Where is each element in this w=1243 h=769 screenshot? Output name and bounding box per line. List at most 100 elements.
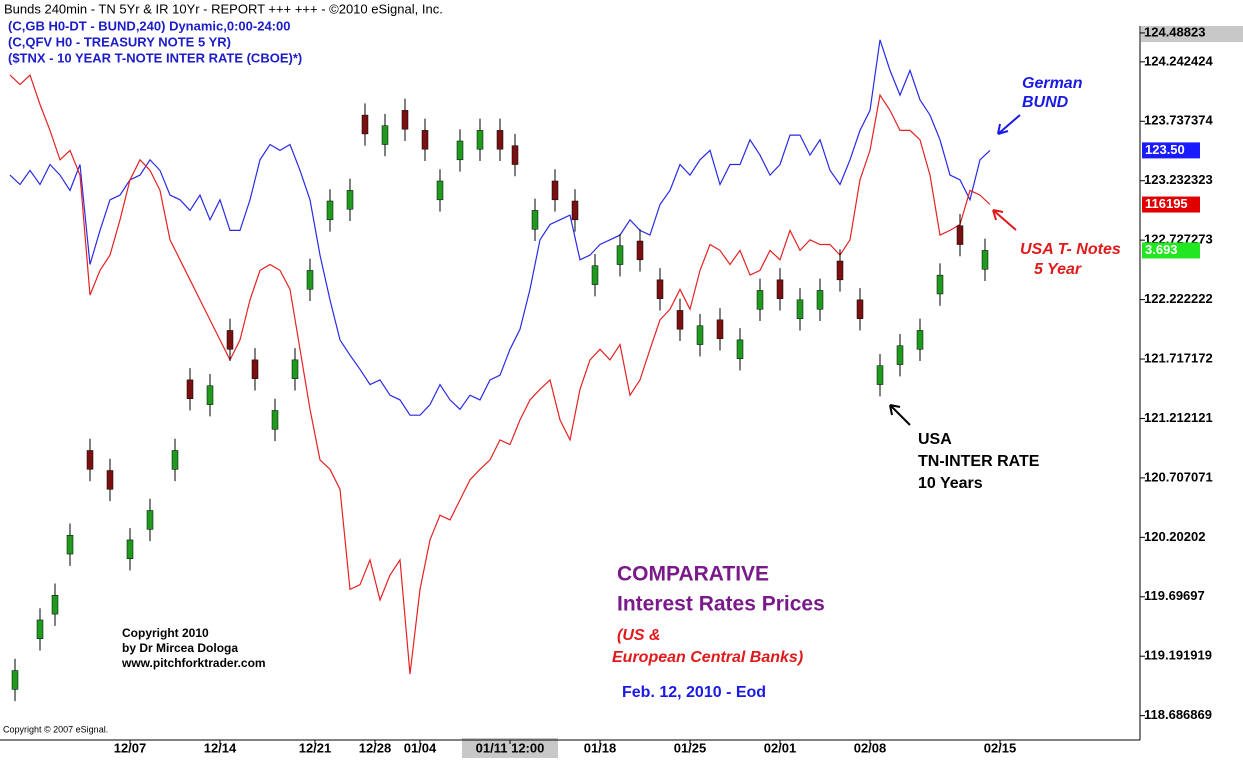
- candle-body: [956, 225, 964, 245]
- price-badge-label: 116195: [1145, 196, 1188, 211]
- candle-body: [936, 274, 944, 295]
- candle-body: [571, 200, 579, 221]
- top-price-bg: [1141, 26, 1243, 42]
- candle-body: [126, 539, 134, 560]
- x-tick-label: 02/08: [854, 740, 887, 755]
- candle-body: [381, 125, 389, 145]
- candle-body: [896, 345, 904, 365]
- candle-body: [511, 145, 519, 165]
- candle-body: [421, 130, 429, 150]
- candle-body: [776, 279, 784, 299]
- candle-body: [171, 450, 179, 470]
- y-tick-label: 124.242424: [1144, 53, 1213, 68]
- candle-body: [756, 290, 764, 310]
- candle-body: [696, 325, 704, 345]
- legend-entry: ($TNX - 10 YEAR T-NOTE INTER RATE (CBOE)…: [8, 50, 302, 65]
- series-line: [9, 39, 991, 416]
- annotation: 10 Years: [918, 475, 983, 492]
- candle-body: [836, 260, 844, 281]
- price-badge-label: 3.693: [1145, 242, 1178, 257]
- price-badge: [1142, 196, 1200, 213]
- arrow: [997, 114, 1021, 135]
- candle-body: [36, 619, 44, 640]
- y-tick-label: 119.191919: [1144, 648, 1212, 663]
- x-tick-label: 12/14: [204, 740, 237, 755]
- candle-body: [66, 534, 74, 555]
- series-line: [9, 74, 991, 675]
- candle-body: [86, 450, 94, 470]
- annotation: 5 Year: [1034, 261, 1082, 278]
- candle-body: [11, 670, 19, 690]
- candle-body: [326, 200, 334, 221]
- candle-body: [306, 270, 314, 290]
- arrow: [889, 404, 911, 426]
- y-tick-label: 118.686869: [1144, 707, 1212, 722]
- candle-body: [206, 385, 214, 405]
- annotation: COMPARATIVE: [617, 563, 769, 586]
- candle-body: [796, 299, 804, 319]
- x-tick-label: 12/07: [114, 740, 147, 755]
- y-tick-label: 122.222222: [1144, 291, 1213, 306]
- annotation: TN-INTER RATE: [918, 453, 1040, 470]
- candle-body: [716, 319, 724, 339]
- candle-body: [361, 114, 369, 135]
- candle-body: [616, 245, 624, 265]
- candle-body: [531, 210, 539, 230]
- candle-body: [106, 470, 114, 490]
- annotation: USA: [918, 431, 952, 448]
- candle-body: [876, 365, 884, 385]
- candle-body: [146, 510, 154, 530]
- candle-body: [476, 130, 484, 150]
- plot-area: [9, 39, 991, 702]
- candle-body: [856, 299, 864, 319]
- y-tick-label: 124.48823: [1144, 24, 1205, 39]
- candle-body: [496, 130, 504, 150]
- x-tick-label: 01/11 12:00: [476, 740, 545, 755]
- annotation: German: [1022, 75, 1083, 92]
- candle-body: [291, 359, 299, 379]
- candle-body: [676, 310, 684, 330]
- y-tick-label: 121.212121: [1144, 410, 1213, 425]
- annotation: Interest Rates Prices: [617, 593, 825, 616]
- candle-body: [816, 290, 824, 310]
- candle-body: [186, 379, 194, 399]
- annotation: BUND: [1022, 94, 1069, 111]
- x-tick-label: 01/18: [584, 740, 617, 755]
- annotation: Copyright © 2007 eSignal.: [3, 724, 108, 734]
- annotation: www.pitchforktrader.com: [121, 656, 266, 670]
- price-badge-label: 123.50: [1145, 142, 1185, 157]
- header: Bunds 240min - TN 5Yr & IR 10Yr - REPORT…: [4, 1, 443, 16]
- candle-body: [736, 339, 744, 359]
- x-tick-label: 12/21: [299, 740, 332, 755]
- candle-body: [251, 359, 259, 379]
- candle-body: [456, 140, 464, 161]
- y-tick-label: 123.232323: [1144, 172, 1213, 187]
- x-tick-label: 02/15: [984, 740, 1017, 755]
- y-tick-label: 121.717172: [1144, 350, 1213, 365]
- x-tick-label: 01/25: [674, 740, 707, 755]
- candle-body: [51, 594, 59, 615]
- y-tick-label: 120.707071: [1144, 469, 1213, 484]
- x-tick-label: 02/01: [764, 740, 797, 755]
- annotation: by Dr Mircea Dologa: [122, 641, 238, 655]
- cursor-label-bg: [462, 738, 558, 758]
- candle-body: [551, 180, 559, 201]
- candle-body: [916, 330, 924, 350]
- candle-body: [346, 190, 354, 210]
- candle-body: [591, 265, 599, 285]
- annotation: Copyright 2010: [122, 626, 209, 640]
- candle-body: [271, 410, 279, 430]
- y-tick-label: 119.69697: [1144, 588, 1205, 603]
- y-tick-label: 120.20202: [1144, 529, 1205, 544]
- arrow: [992, 209, 1017, 231]
- candle-body: [656, 279, 664, 299]
- legend-entry: (C,QFV H0 - TREASURY NOTE 5 YR): [8, 34, 231, 49]
- annotation: Feb. 12, 2010 - Eod: [622, 684, 766, 701]
- annotation: European Central Banks): [612, 649, 803, 666]
- candle-body: [981, 250, 989, 270]
- candle-body: [226, 330, 234, 350]
- price-badge: [1142, 142, 1200, 159]
- candle-body: [401, 110, 409, 130]
